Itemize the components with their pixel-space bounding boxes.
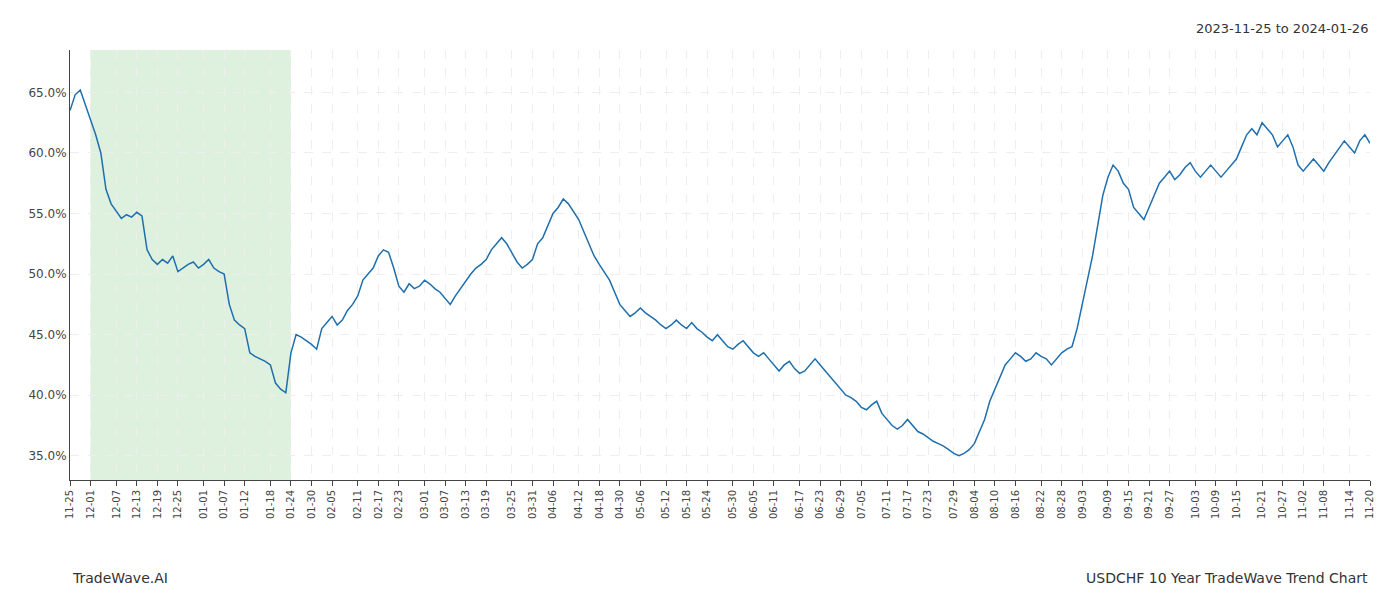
svg-text:07-23: 07-23 — [922, 490, 933, 519]
svg-text:02-11: 02-11 — [352, 490, 363, 519]
svg-text:12-19: 12-19 — [152, 490, 163, 519]
svg-text:01-24: 01-24 — [285, 490, 296, 519]
svg-text:06-29: 06-29 — [835, 490, 846, 519]
svg-text:07-05: 07-05 — [856, 490, 867, 519]
svg-text:55.0%: 55.0% — [28, 207, 66, 221]
svg-text:08-28: 08-28 — [1056, 490, 1067, 519]
svg-text:12-01: 12-01 — [85, 490, 96, 519]
svg-text:03-31: 03-31 — [527, 490, 538, 519]
svg-text:06-17: 06-17 — [794, 490, 805, 519]
svg-text:USDCHF 10 Year TradeWave Trend: USDCHF 10 Year TradeWave Trend Chart — [1086, 570, 1368, 586]
svg-text:11-20: 11-20 — [1364, 490, 1375, 519]
svg-text:07-29: 07-29 — [948, 490, 959, 519]
svg-text:04-18: 04-18 — [594, 490, 605, 519]
svg-text:09-03: 09-03 — [1077, 490, 1088, 519]
svg-text:05-24: 05-24 — [701, 490, 712, 519]
svg-text:01-01: 01-01 — [198, 490, 209, 519]
svg-text:10-03: 10-03 — [1190, 490, 1201, 519]
svg-text:12-07: 12-07 — [111, 490, 122, 519]
svg-text:08-22: 08-22 — [1035, 490, 1046, 519]
svg-text:04-06: 04-06 — [547, 490, 558, 519]
svg-text:06-23: 06-23 — [814, 490, 825, 519]
svg-text:60.0%: 60.0% — [28, 146, 66, 160]
svg-text:04-12: 04-12 — [573, 490, 584, 519]
svg-text:11-14: 11-14 — [1344, 490, 1355, 519]
svg-text:10-15: 10-15 — [1231, 490, 1242, 519]
svg-text:05-06: 05-06 — [635, 490, 646, 519]
svg-text:03-01: 03-01 — [419, 490, 430, 519]
svg-text:11-02: 11-02 — [1297, 490, 1308, 519]
svg-text:02-17: 02-17 — [373, 490, 384, 519]
svg-text:10-27: 10-27 — [1277, 490, 1288, 519]
svg-text:06-05: 06-05 — [748, 490, 759, 519]
svg-text:45.0%: 45.0% — [28, 328, 66, 342]
svg-text:01-07: 01-07 — [218, 490, 229, 519]
svg-text:01-18: 01-18 — [265, 490, 276, 519]
svg-text:03-19: 03-19 — [480, 490, 491, 519]
svg-text:TradeWave.AI: TradeWave.AI — [72, 570, 168, 586]
svg-text:09-21: 09-21 — [1143, 490, 1154, 519]
svg-text:35.0%: 35.0% — [28, 449, 66, 463]
svg-text:06-11: 06-11 — [768, 490, 779, 519]
svg-text:12-13: 12-13 — [131, 490, 142, 519]
svg-text:04-30: 04-30 — [614, 490, 625, 519]
svg-text:05-18: 05-18 — [681, 490, 692, 519]
svg-text:09-15: 09-15 — [1123, 490, 1134, 519]
svg-text:09-27: 09-27 — [1164, 490, 1175, 519]
svg-text:10-21: 10-21 — [1256, 490, 1267, 519]
svg-text:12-25: 12-25 — [172, 490, 183, 519]
svg-text:08-16: 08-16 — [1010, 490, 1021, 519]
svg-text:07-11: 07-11 — [881, 490, 892, 519]
svg-text:07-17: 07-17 — [902, 490, 913, 519]
svg-text:01-30: 01-30 — [306, 490, 317, 519]
svg-text:02-23: 02-23 — [393, 490, 404, 519]
svg-text:40.0%: 40.0% — [28, 388, 66, 402]
svg-text:08-04: 08-04 — [969, 490, 980, 519]
svg-text:09-09: 09-09 — [1102, 490, 1113, 519]
svg-text:03-25: 03-25 — [506, 490, 517, 519]
svg-text:05-30: 05-30 — [727, 490, 738, 519]
svg-text:50.0%: 50.0% — [28, 267, 66, 281]
svg-text:08-10: 08-10 — [989, 490, 1000, 519]
svg-text:11-08: 11-08 — [1318, 490, 1329, 519]
svg-text:02-05: 02-05 — [326, 490, 337, 519]
svg-text:10-09: 10-09 — [1210, 490, 1221, 519]
svg-text:65.0%: 65.0% — [28, 86, 66, 100]
svg-text:05-12: 05-12 — [660, 490, 671, 519]
svg-text:01-12: 01-12 — [239, 490, 250, 519]
svg-text:03-07: 03-07 — [439, 490, 450, 519]
svg-text:03-13: 03-13 — [460, 490, 471, 519]
svg-text:2023-11-25 to 2024-01-26: 2023-11-25 to 2024-01-26 — [1196, 21, 1368, 36]
svg-text:11-25: 11-25 — [64, 490, 75, 519]
